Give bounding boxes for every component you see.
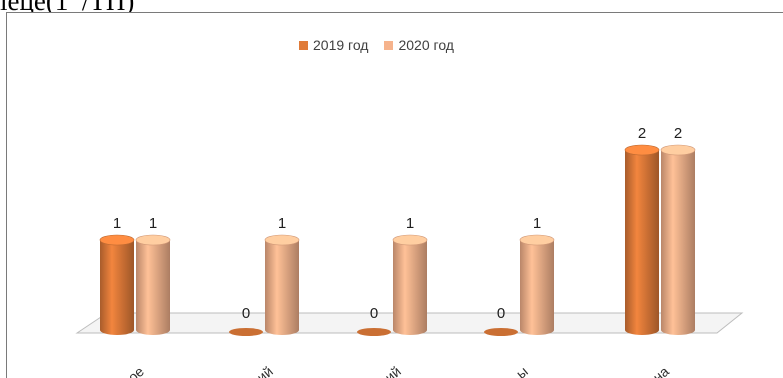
data-label-2019-cat3: 0 xyxy=(370,305,378,322)
bar-2019-cat3-zero-disc xyxy=(357,328,391,336)
bar-2020-cat5-top xyxy=(660,144,696,156)
bar-chart: 1 1 ое 0 1 ий 0 1 ий 0 1 ы 2 2 на xyxy=(75,125,744,378)
data-label-2020-cat4: 1 xyxy=(533,215,541,232)
bar-2020-cat4 xyxy=(520,240,554,335)
bar-2020-cat5 xyxy=(661,150,695,335)
data-label-2020-cat3: 1 xyxy=(406,215,414,232)
legend-swatch-2019 xyxy=(299,40,308,50)
bar-2019-cat1-top xyxy=(99,234,135,246)
data-label-2020-cat5: 2 xyxy=(674,125,682,142)
bar-2020-cat2-top xyxy=(264,234,300,246)
bar-2019-cat5-top xyxy=(624,144,660,156)
data-label-2019-cat2: 0 xyxy=(242,305,250,322)
bar-2020-cat3-top xyxy=(392,234,428,246)
category-label-3: ий xyxy=(382,363,404,378)
bar-2020-cat2 xyxy=(265,240,299,335)
category-label-5: на xyxy=(650,363,672,378)
data-label-2020-cat2: 1 xyxy=(278,215,286,232)
chart-frame: 2019 год 2020 год 1 1 ое 0 1 ий 0 1 ий 0 1 ы 2 2 на xyxy=(6,12,783,378)
category-label-1: ое xyxy=(125,363,147,378)
legend-swatch-2020 xyxy=(384,40,394,50)
legend-label-2019: 2019 год xyxy=(313,37,369,53)
bar-2020-cat1 xyxy=(136,240,170,335)
bar-2019-cat2-zero-disc xyxy=(229,328,263,336)
legend-item-2020: 2020 год xyxy=(384,37,454,53)
category-label-2: ий xyxy=(254,363,276,378)
bar-2019-cat1 xyxy=(100,240,134,335)
chart-legend: 2019 год 2020 год xyxy=(299,37,454,53)
bar-2019-cat5 xyxy=(625,150,659,335)
data-label-2019-cat4: 0 xyxy=(497,305,505,322)
data-label-2019-cat1: 1 xyxy=(113,215,121,232)
legend-label-2020: 2020 год xyxy=(398,37,454,53)
category-label-4: ы xyxy=(513,363,531,378)
bar-2020-cat3 xyxy=(393,240,427,335)
bar-2020-cat1-top xyxy=(135,234,171,246)
bar-2020-cat4-top xyxy=(519,234,555,246)
legend-item-2019: 2019 год xyxy=(299,37,368,53)
bar-2019-cat4-zero-disc xyxy=(484,328,518,336)
data-label-2020-cat1: 1 xyxy=(149,215,157,232)
data-label-2019-cat5: 2 xyxy=(638,125,646,142)
